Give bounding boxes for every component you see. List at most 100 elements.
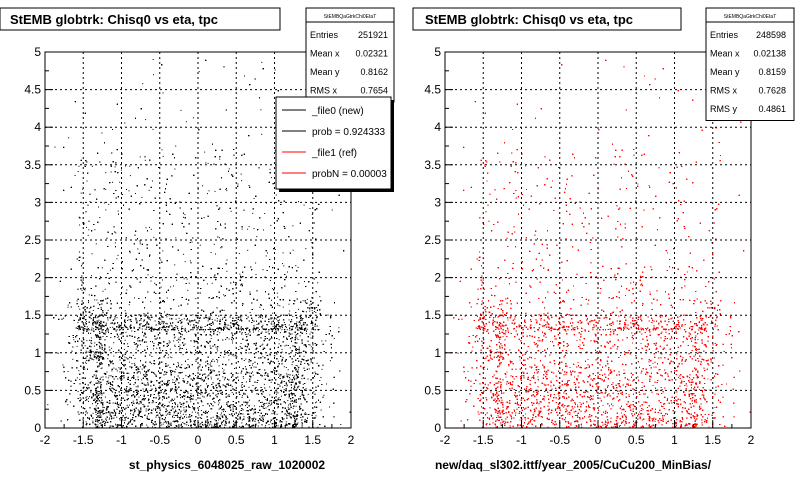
scatter-point [217, 350, 219, 352]
scatter-point [97, 302, 99, 304]
scatter-point [173, 337, 175, 339]
scatter-point [287, 369, 289, 371]
scatter-point [256, 323, 258, 325]
scatter-point [265, 424, 267, 426]
scatter-point [296, 329, 298, 331]
scatter-point [197, 369, 199, 371]
scatter-point [117, 322, 119, 323]
scatter-point [125, 331, 127, 333]
scatter-point [169, 325, 171, 327]
scatter-point [96, 361, 98, 363]
scatter-point [78, 329, 80, 331]
scatter-point [239, 320, 241, 321]
scatter-point [214, 190, 216, 192]
scatter-point [302, 374, 304, 376]
scatter-point [198, 414, 200, 416]
scatter-point [128, 319, 130, 321]
scatter-point [94, 299, 96, 301]
scatter-point [292, 407, 294, 409]
scatter-point [175, 318, 177, 320]
scatter-point [272, 325, 274, 327]
scatter-point [83, 222, 85, 224]
scatter-point [147, 379, 149, 381]
scatter-point [274, 69, 276, 71]
scatter-point [117, 337, 119, 338]
scatter-point [119, 307, 121, 309]
scatter-point [149, 317, 151, 318]
scatter-point [214, 319, 216, 321]
scatter-point [93, 322, 95, 324]
scatter-point [140, 416, 141, 417]
scatter-point [144, 375, 145, 377]
scatter-point [255, 274, 257, 276]
scatter-point [187, 289, 189, 291]
scatter-point [255, 423, 257, 425]
scatter-point [117, 327, 119, 329]
scatter-point [116, 426, 118, 428]
scatter-point [216, 327, 218, 329]
scatter-point [233, 426, 235, 428]
scatter-point [120, 169, 122, 171]
scatter-point [124, 310, 126, 312]
scatter-point [262, 407, 264, 409]
scatter-point [240, 353, 242, 355]
scatter-point [96, 397, 98, 399]
scatter-point [85, 411, 87, 413]
scatter-point [204, 151, 206, 153]
scatter-point [115, 423, 117, 425]
scatter-point [108, 282, 110, 284]
scatter-point [178, 377, 180, 379]
scatter-point [119, 329, 120, 331]
scatter-point [252, 212, 254, 214]
scatter-point [205, 341, 207, 342]
scatter-point [104, 288, 106, 290]
scatter-point [186, 278, 188, 280]
scatter-point [175, 385, 177, 387]
scatter-point [96, 323, 98, 325]
scatter-point [114, 328, 116, 330]
scatter-point [147, 381, 149, 383]
scatter-point [252, 374, 254, 376]
scatter-point [296, 337, 298, 339]
scatter-point [165, 323, 167, 325]
scatter-point [245, 366, 246, 368]
scatter-point [182, 404, 184, 406]
scatter-point [110, 389, 111, 391]
scatter-point [196, 382, 198, 384]
scatter-point [267, 343, 269, 345]
scatter-point [153, 408, 155, 410]
scatter-point [175, 409, 177, 411]
scatter-point [265, 407, 267, 409]
scatter-point [301, 392, 303, 394]
scatter-point [67, 304, 69, 306]
scatter-point [139, 371, 141, 373]
scatter-point [248, 386, 250, 388]
scatter-point [111, 370, 113, 372]
scatter-point [86, 320, 87, 322]
scatter-point [113, 342, 115, 344]
scatter-point [202, 395, 204, 397]
scatter-point [218, 408, 220, 410]
scatter-point [119, 418, 120, 420]
scatter-point [260, 416, 262, 418]
scatter-point [89, 308, 91, 310]
scatter-point [311, 348, 313, 350]
scatter-point [169, 356, 171, 358]
scatter-point [269, 353, 271, 355]
scatter-point [131, 409, 133, 411]
scatter-point [166, 422, 168, 424]
scatter-point [276, 393, 277, 395]
scatter-point [182, 378, 184, 380]
scatter-point [141, 379, 143, 381]
scatter-point [310, 331, 312, 333]
scatter-point [204, 425, 206, 427]
scatter-point [216, 318, 218, 320]
scatter-point [114, 413, 116, 415]
scatter-point [232, 406, 234, 408]
scatter-point [200, 423, 202, 425]
scatter-point [174, 390, 176, 392]
scatter-point [107, 309, 109, 311]
scatter-point [173, 420, 175, 422]
scatter-point [123, 360, 125, 362]
scatter-point [95, 323, 97, 325]
